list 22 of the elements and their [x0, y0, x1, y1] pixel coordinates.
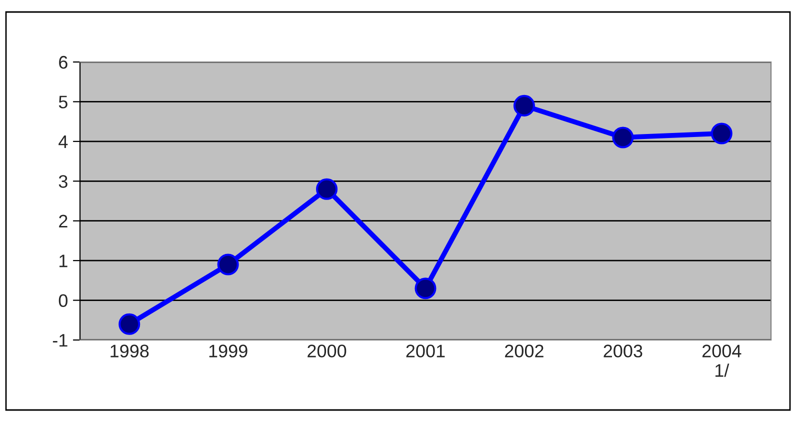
x-tick-label: 2001: [406, 344, 445, 358]
point: [513, 94, 535, 116]
x-tick-label: 1999: [209, 344, 248, 358]
y-tick-label: 6: [59, 56, 68, 69]
x-tick-label: 1998: [110, 344, 149, 358]
y-tick-label: 5: [58, 96, 68, 108]
x-tick-label: 2000: [308, 344, 346, 358]
x-tick-label: 2003: [604, 344, 642, 358]
x-tick-label: 2004 1/: [702, 344, 742, 377]
y-tick-label: 2: [59, 214, 68, 228]
y-tick-label: -1: [52, 334, 68, 347]
point: [118, 313, 140, 335]
y-tick-label: 3: [58, 175, 68, 188]
x-tick-label: 2002: [505, 344, 544, 358]
y-tick-label: 1: [60, 254, 68, 268]
point: [710, 122, 732, 144]
y-tick-label: 4: [58, 136, 68, 148]
point: [217, 254, 239, 276]
y-tick-label: 0: [58, 294, 68, 308]
point: [612, 126, 634, 148]
point: [316, 178, 338, 200]
point: [414, 278, 436, 300]
